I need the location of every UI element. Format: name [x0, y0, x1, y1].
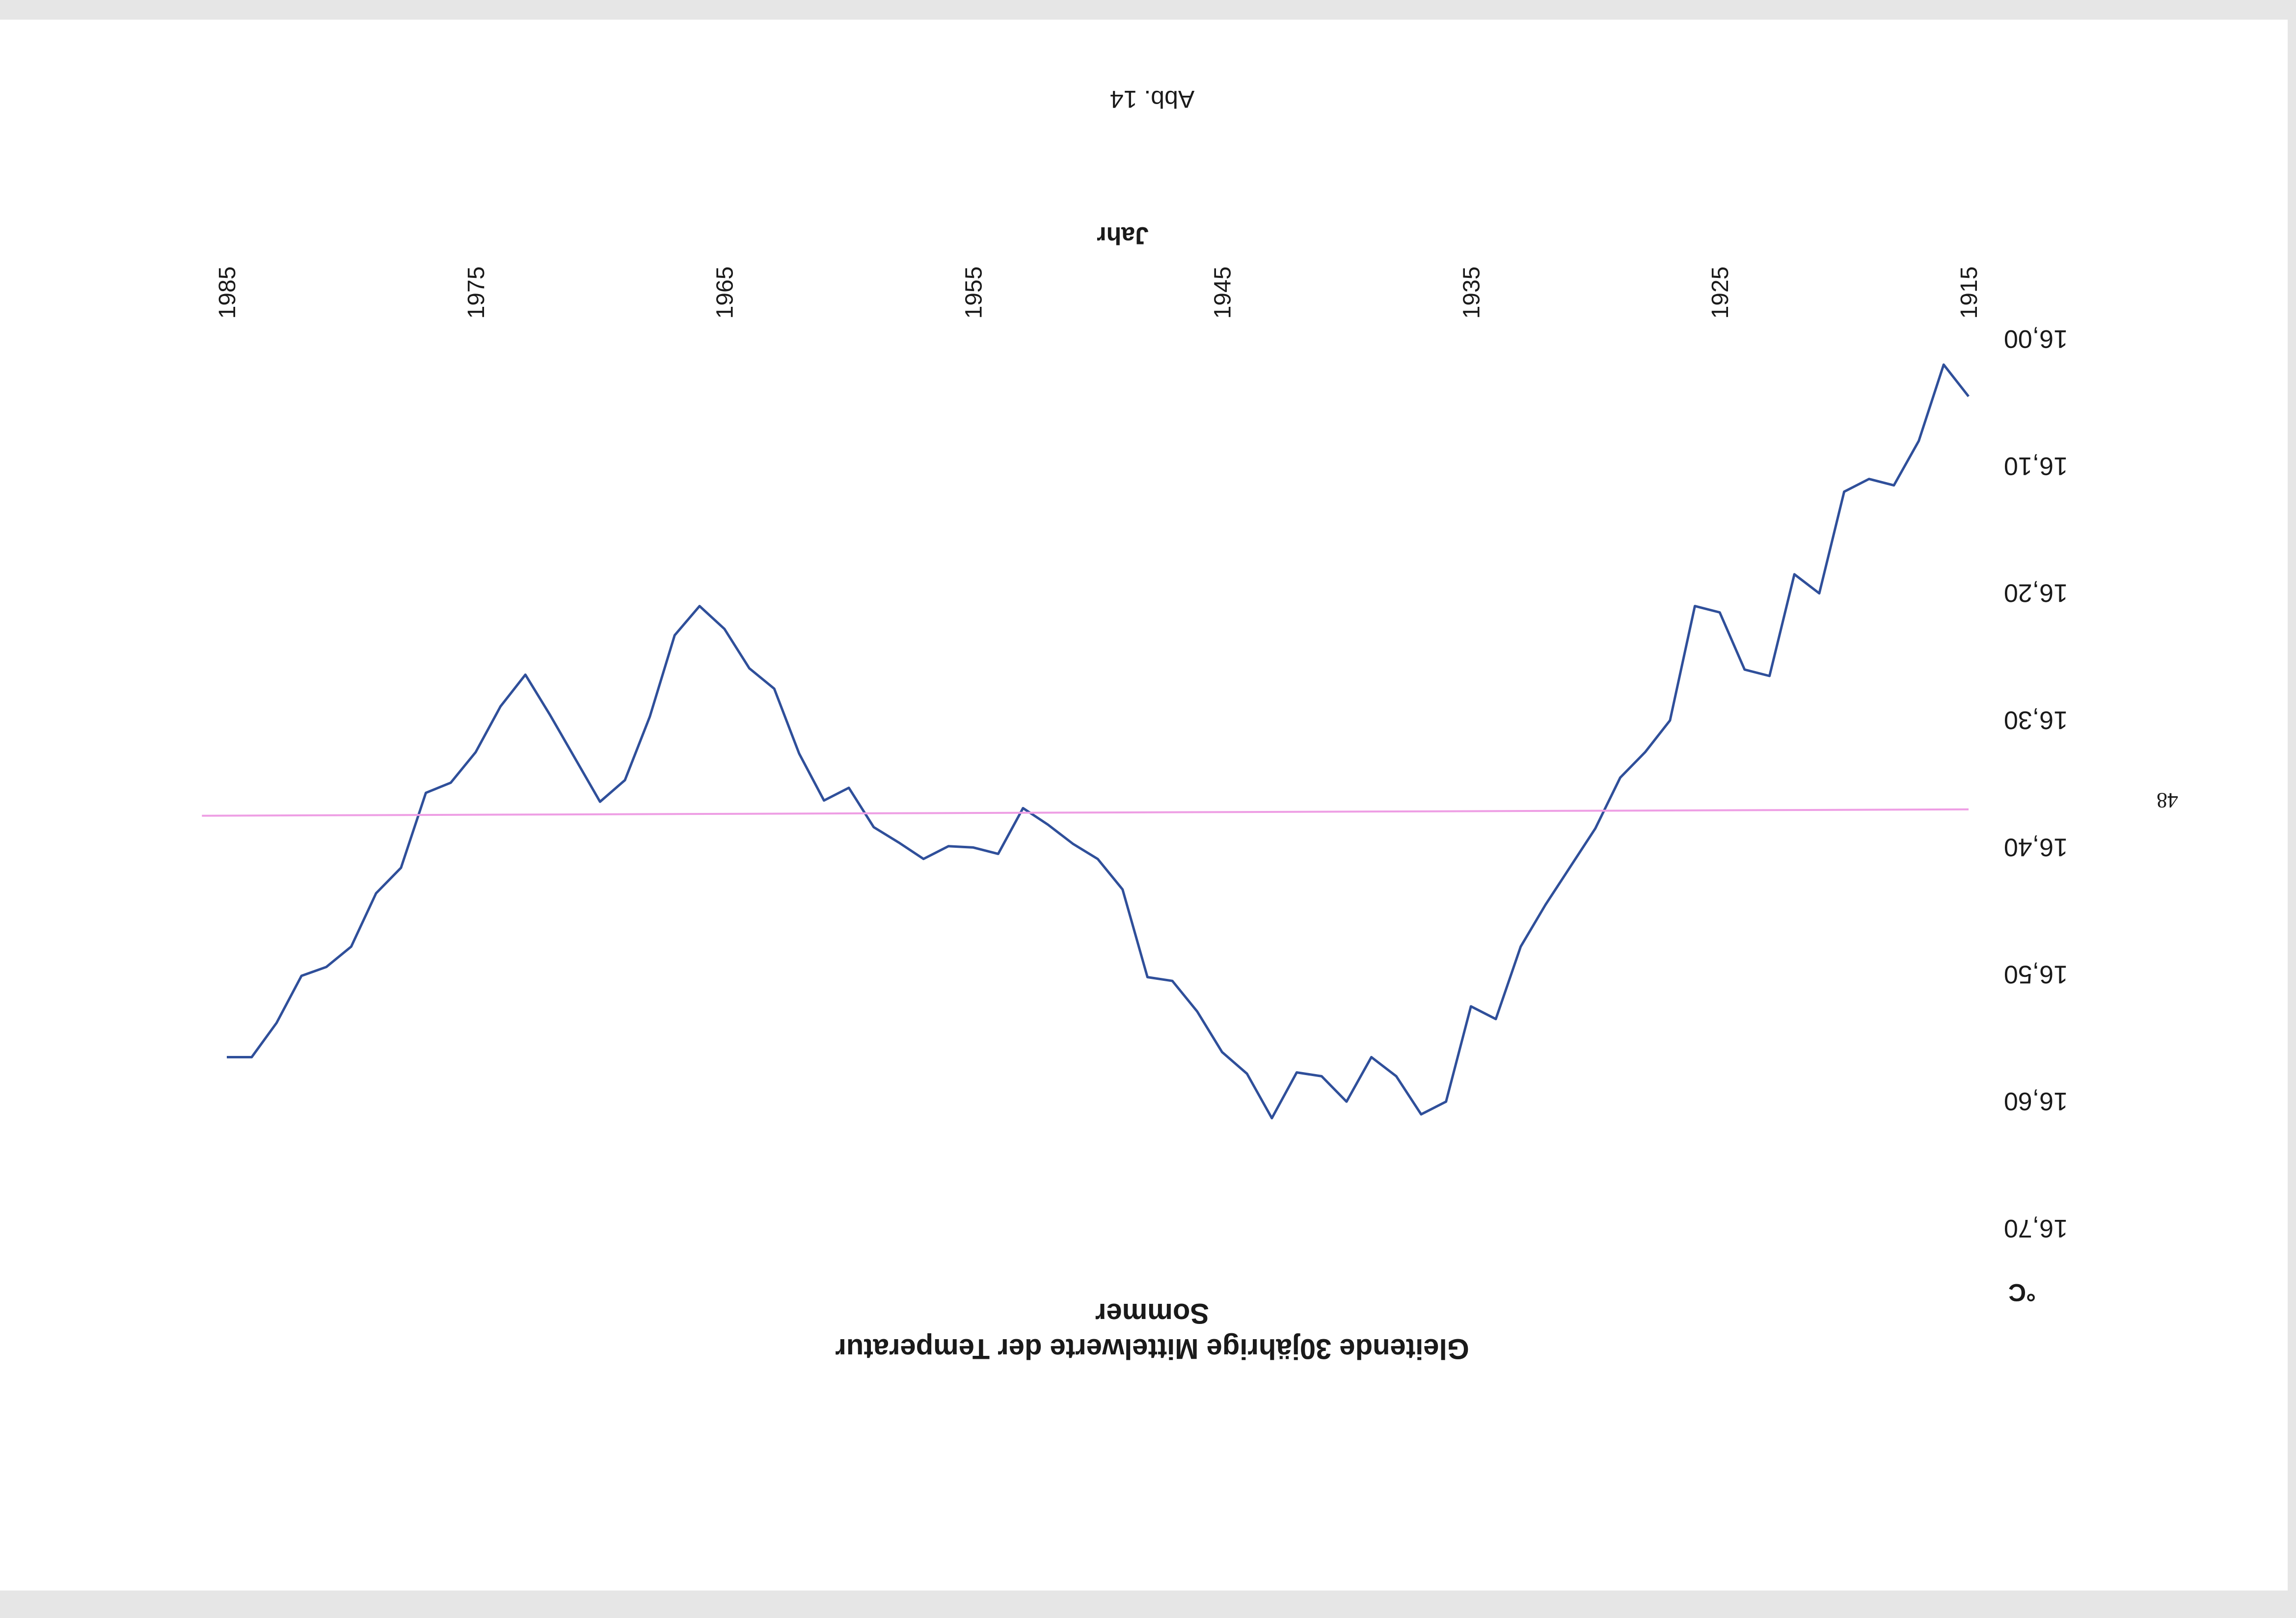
- y-axis-ticks: 16,00 16,10 16,20 16,30 16,40 16,50 16,60 16,70: [2004, 324, 2068, 1242]
- chart-title: Gleitende 30jährige Mittelwerte der Temp…: [835, 1333, 1469, 1365]
- overall-mean-reference-line: [202, 808, 1969, 817]
- y-tick-label: 16,40: [2004, 833, 2068, 861]
- plot-area: [202, 363, 1970, 1120]
- chart-subtitle: Sommer: [1095, 1297, 1209, 1329]
- y-tick-label: 16,50: [2004, 960, 2068, 988]
- paper-sheet: [0, 20, 2288, 1591]
- x-axis-label: Jahr: [1097, 222, 1149, 249]
- x-tick-label: 1985: [215, 267, 241, 319]
- y-axis-unit: °C: [2008, 1279, 2036, 1306]
- x-tick-label: 1935: [1459, 267, 1485, 319]
- x-tick-label: 1965: [712, 267, 738, 319]
- y-tick-label: 16,30: [2004, 706, 2068, 734]
- x-tick-label: 1945: [1210, 267, 1236, 319]
- x-tick-label: 1915: [1956, 267, 1982, 319]
- y-tick-label: 16,60: [2004, 1087, 2068, 1115]
- x-axis-ticks: 1985 1975 1965 1955 1945 1935 1925 1915: [215, 267, 1982, 319]
- page-number: 48: [2157, 788, 2178, 812]
- y-tick-label: 16,70: [2004, 1214, 2068, 1242]
- rotated-page: Abb. 14 48 Gleitende 30jährige Mittelwer…: [202, 85, 2178, 1365]
- x-tick-label: 1975: [463, 267, 489, 319]
- y-tick-label: 16,20: [2004, 579, 2068, 607]
- x-tick-label: 1925: [1707, 267, 1733, 319]
- y-tick-label: 16,10: [2004, 452, 2068, 480]
- temperature-mean-line: [227, 363, 1970, 1120]
- y-tick-label: 16,00: [2004, 324, 2068, 353]
- x-tick-label: 1955: [961, 267, 987, 319]
- figure-label: Abb. 14: [1110, 85, 1194, 113]
